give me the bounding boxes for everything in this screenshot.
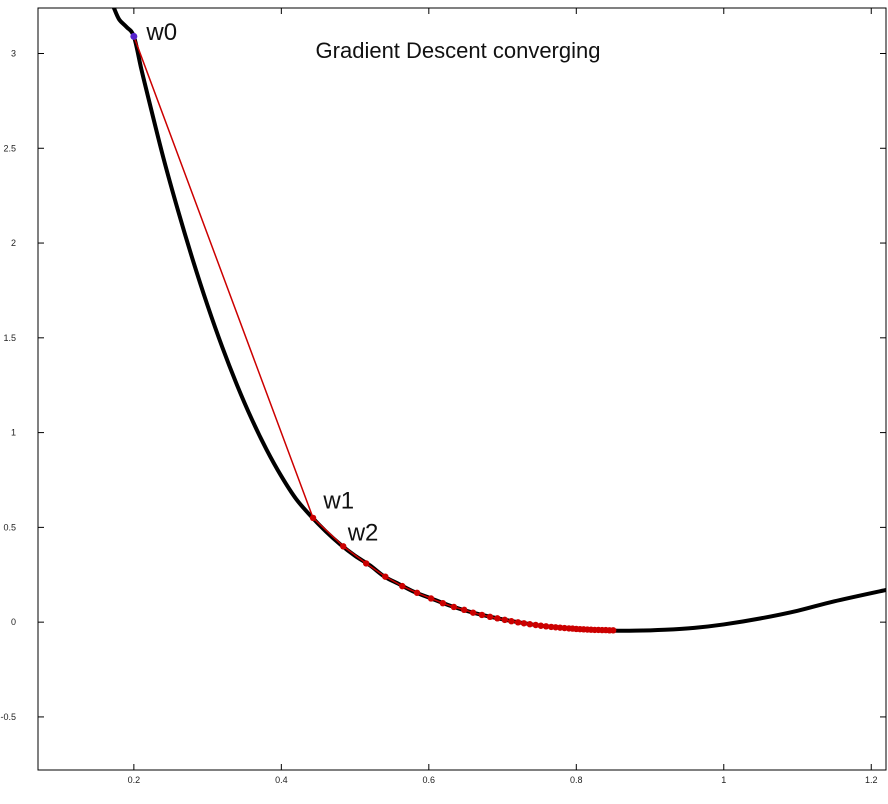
descent-point bbox=[609, 627, 617, 634]
descent-point bbox=[461, 606, 468, 614]
descent-point bbox=[537, 622, 545, 629]
x-tick-label: 0.8 bbox=[570, 775, 583, 785]
descent-point bbox=[526, 621, 534, 628]
start-point-w0 bbox=[130, 32, 138, 40]
descent-point bbox=[439, 599, 447, 607]
y-tick-label: 2.5 bbox=[3, 143, 16, 153]
x-tick-label: 0.6 bbox=[423, 775, 436, 785]
descent-point bbox=[520, 620, 528, 627]
annotation-w2: w2 bbox=[347, 520, 379, 547]
descent-point bbox=[494, 615, 501, 622]
descent-point bbox=[399, 582, 406, 590]
descent-point bbox=[413, 589, 421, 596]
loss-curve bbox=[111, 8, 886, 633]
x-tick-label: 1.2 bbox=[865, 775, 878, 785]
plot-area bbox=[111, 8, 886, 634]
descent-point bbox=[362, 560, 370, 567]
descent-point bbox=[532, 621, 539, 629]
y-tick-label: 0 bbox=[11, 617, 16, 627]
y-tick-label: 1 bbox=[11, 428, 16, 438]
descent-point bbox=[542, 623, 550, 630]
annotations: w0 w1 w2 bbox=[145, 19, 378, 546]
descent-point bbox=[478, 611, 486, 619]
y-tick-label: 1.5 bbox=[3, 333, 16, 343]
y-tick-label: 3 bbox=[11, 48, 16, 58]
descent-point bbox=[469, 609, 477, 616]
y-axis-ticks: -0.5 0 0.5 1 1.5 2 2.5 3 bbox=[0, 48, 886, 722]
descent-points bbox=[130, 32, 617, 634]
annotation-w0: w0 bbox=[145, 19, 177, 46]
descent-point bbox=[340, 543, 347, 550]
descent-point bbox=[450, 603, 458, 611]
y-tick-label: 0.5 bbox=[3, 522, 16, 532]
x-tick-label: 1 bbox=[721, 775, 726, 785]
x-tick-label: 0.4 bbox=[275, 775, 288, 785]
x-tick-label: 0.2 bbox=[128, 775, 141, 785]
descent-point bbox=[309, 514, 317, 522]
descent-point bbox=[382, 573, 389, 580]
x-axis-ticks: 0.2 0.4 0.6 0.8 1 1.2 bbox=[128, 8, 878, 785]
descent-point bbox=[427, 595, 435, 602]
descent-point bbox=[508, 618, 515, 625]
y-tick-label: -0.5 bbox=[0, 712, 16, 722]
annotation-w1: w1 bbox=[322, 487, 354, 514]
chart-title: Gradient Descent converging bbox=[316, 38, 601, 63]
plot-frame bbox=[37, 7, 887, 771]
descent-point bbox=[501, 616, 508, 624]
descent-point bbox=[514, 619, 522, 626]
y-tick-label: 2 bbox=[11, 238, 16, 248]
descent-point bbox=[486, 613, 494, 621]
